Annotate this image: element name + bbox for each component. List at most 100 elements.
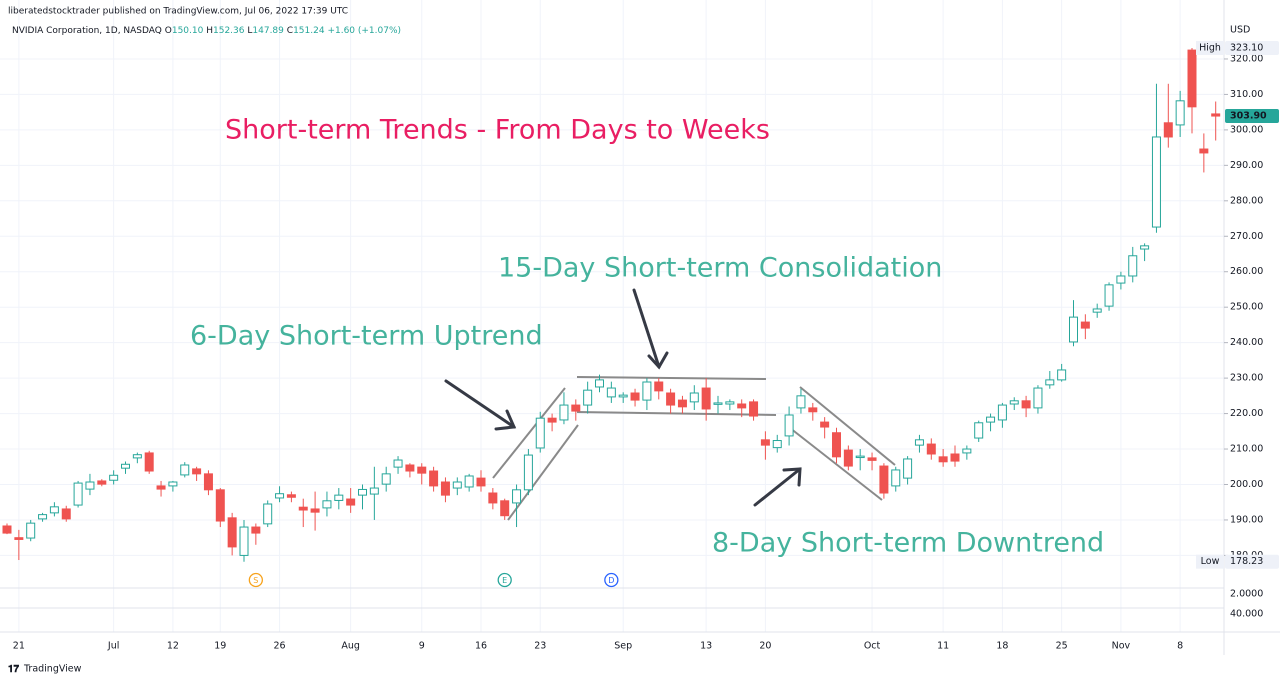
- candle-body: [1199, 148, 1209, 154]
- x-tick-label: 25: [1056, 641, 1068, 652]
- candle-body: [950, 453, 960, 462]
- price-marker-name-box: [1196, 40, 1224, 55]
- candle-body: [1080, 321, 1090, 329]
- candle-body: [61, 508, 71, 520]
- annotation: Short-term Trends - From Days to Weeks: [225, 115, 770, 146]
- candle-body: [381, 473, 391, 485]
- candle-body: [1033, 387, 1043, 409]
- candle-body: [1021, 400, 1031, 409]
- candle-body: [571, 404, 581, 412]
- legend-h-label: H: [206, 26, 213, 36]
- candle-body: [1009, 400, 1019, 405]
- candle-body: [1116, 275, 1126, 284]
- legend-symbol: NVIDIA Corporation, 1D, NASDAQ: [12, 26, 162, 36]
- candle-body: [109, 474, 119, 481]
- candle-body: [1057, 369, 1067, 381]
- candle-body: [500, 500, 510, 517]
- trend-line: [799, 386, 896, 466]
- legend-o-label: O: [165, 26, 172, 36]
- candle-body: [1151, 136, 1161, 228]
- candle-body: [630, 392, 640, 401]
- x-tick-label: 9: [419, 641, 425, 652]
- candle-body: [1140, 245, 1150, 250]
- candle-body: [583, 389, 593, 406]
- candle-body: [26, 522, 36, 539]
- candle-body: [263, 503, 273, 525]
- candle-body: [203, 473, 213, 491]
- candle-body: [772, 440, 782, 449]
- legend-change: +1.60 (+1.07%): [327, 26, 401, 36]
- candle-body: [1211, 113, 1221, 117]
- annotation: 6-Day Short-term Uptrend: [190, 321, 543, 352]
- candle-body: [962, 448, 972, 454]
- candle-body: [322, 500, 332, 509]
- trend-line: [789, 427, 883, 501]
- candle-body: [986, 416, 996, 423]
- y-tick-label: 260.00: [1230, 266, 1263, 277]
- x-tick-label: 8: [1177, 641, 1183, 652]
- arrow: [753, 467, 802, 507]
- candle-body: [689, 392, 699, 403]
- arrow: [632, 288, 661, 369]
- legend-c-label: C: [287, 26, 293, 36]
- candle-body: [677, 399, 687, 408]
- candle-body: [855, 455, 865, 459]
- y-tick-label: 300.00: [1230, 124, 1263, 135]
- price-marker-name: Low: [1201, 556, 1220, 567]
- candle-body: [1163, 122, 1173, 138]
- candle-body: [926, 443, 936, 455]
- y-tick-label: 310.00: [1230, 89, 1263, 100]
- candle-body: [523, 454, 533, 491]
- trend-line: [576, 376, 767, 380]
- y-tick-label: 240.00: [1230, 337, 1263, 348]
- candle-body: [49, 506, 59, 514]
- candle-body: [180, 464, 190, 476]
- candle-body: [796, 395, 806, 409]
- x-tick-label: Nov: [1112, 641, 1131, 652]
- y-tick-label: 270.00: [1230, 231, 1263, 242]
- price-marker-name-box: [1196, 554, 1224, 569]
- candle-body: [38, 514, 48, 520]
- arrow: [444, 379, 516, 429]
- annotation: 15-Day Short-term Consolidation: [498, 253, 942, 284]
- candle-body: [440, 481, 450, 496]
- candle-body: [843, 449, 853, 467]
- candle-body: [97, 480, 107, 485]
- candle-body: [417, 466, 427, 474]
- x-tick-label: 23: [534, 641, 546, 652]
- x-tick-label: 12: [167, 641, 179, 652]
- y-tick-label: 290.00: [1230, 160, 1263, 171]
- candle-body: [914, 439, 924, 446]
- candle-body: [227, 517, 237, 548]
- legend-l-label: L: [247, 26, 252, 36]
- y-tick-label: 230.00: [1230, 373, 1263, 384]
- candle-body: [903, 458, 913, 479]
- price-marker-box: [1225, 554, 1279, 569]
- publisher: liberatedstocktrader published on Tradin…: [8, 7, 348, 17]
- x-tick-label: 11: [937, 641, 949, 652]
- candle-body: [749, 401, 759, 417]
- candle-body: [559, 404, 569, 421]
- x-tick-label: 20: [759, 641, 771, 652]
- candle-body: [701, 387, 711, 410]
- trend-line: [492, 387, 566, 479]
- indicator-label: 2.0000: [1230, 589, 1263, 600]
- brand: TradingView: [23, 664, 82, 675]
- candle-body: [1175, 100, 1185, 126]
- candle-body: [1069, 316, 1078, 343]
- candle-body: [666, 392, 676, 406]
- candle-body: [595, 379, 604, 388]
- candle-body: [132, 454, 142, 459]
- candle-body: [393, 459, 403, 468]
- arrows: [444, 288, 802, 507]
- candle-body: [476, 477, 486, 487]
- legend-h: 152.36: [213, 26, 245, 36]
- x-tick-label: 21: [13, 641, 25, 652]
- price-marker-box: [1225, 109, 1279, 124]
- x-tick-label: 16: [475, 641, 487, 652]
- x-tick-label: Oct: [864, 641, 881, 652]
- candle-body: [820, 421, 830, 428]
- price-marker-value: 323.10: [1230, 42, 1263, 53]
